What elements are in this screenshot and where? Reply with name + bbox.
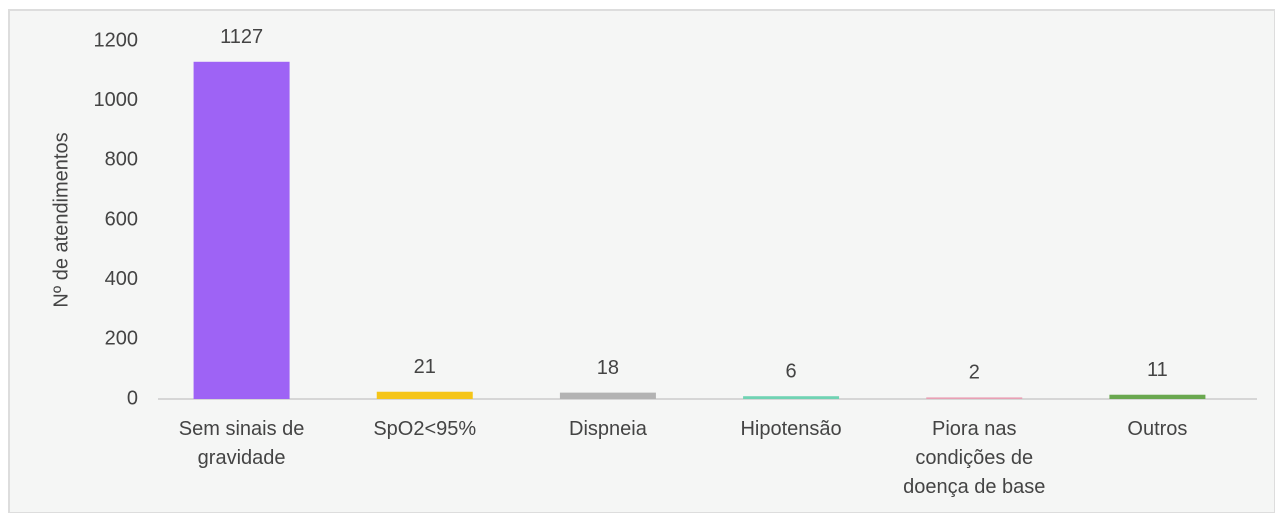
bar [926,397,1023,399]
data-label: 6 [786,360,797,382]
bar [193,61,290,400]
y-tick-label: 400 [105,268,138,290]
x-tick-label: Piora nas condições de doença de base [903,418,1045,498]
x-tick-label: Sem sinais de gravidade [179,418,305,469]
y-tick-label: 0 [127,387,138,409]
y-tick-label: 200 [105,328,138,350]
bar [743,396,840,399]
data-label: 1127 [220,26,263,48]
y-tick-label: 1000 [94,89,139,111]
data-label: 11 [1147,359,1168,381]
bar [559,392,656,399]
data-label: 18 [597,357,619,379]
x-tick-label: Hipotensão [740,418,841,440]
x-tick-label: SpO2<95% [373,418,476,440]
x-tick-label: Dispneia [569,418,648,440]
x-tick-label: Outros [1127,418,1187,440]
bar [376,391,473,399]
y-tick-label: 1200 [94,29,139,51]
y-tick-label: 600 [105,208,138,230]
data-label: 21 [414,356,436,378]
bar [1109,394,1206,399]
y-axis-title: Nº de atendimentos [50,132,72,307]
data-label: 2 [969,362,980,384]
y-tick-label: 800 [105,149,138,171]
